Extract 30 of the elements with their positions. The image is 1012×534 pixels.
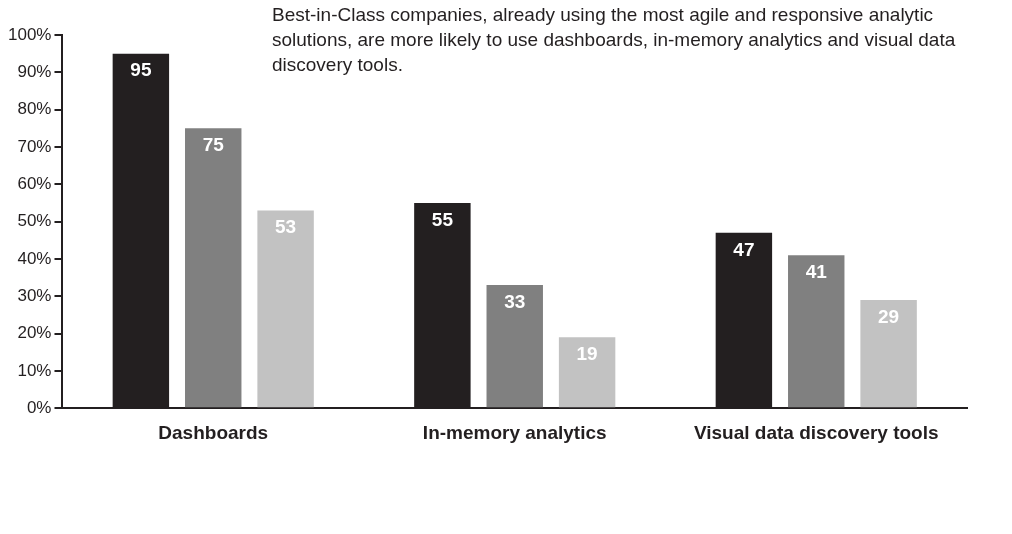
y-tick-label: 20% <box>17 323 52 343</box>
data-label: 95 <box>130 59 152 81</box>
data-label: 33 <box>504 290 526 312</box>
bar <box>486 285 543 408</box>
y-tick-label: 0% <box>26 397 52 417</box>
y-tick-label: 40% <box>17 248 52 268</box>
bar <box>257 210 314 408</box>
y-tick-label: 10% <box>17 360 52 380</box>
bar <box>558 337 616 408</box>
y-tick-label: 70% <box>17 136 52 156</box>
bar <box>185 128 242 408</box>
data-label: 55 <box>431 208 454 230</box>
y-tick-label: 100% <box>8 24 52 44</box>
data-label: 19 <box>576 343 598 365</box>
data-label: 75 <box>202 134 225 156</box>
x-tick-label: Dashboards <box>158 421 269 443</box>
bar <box>860 299 917 408</box>
data-label: 41 <box>805 260 828 282</box>
y-tick-label: 60% <box>17 173 52 193</box>
data-label: 29 <box>878 305 900 327</box>
y-tick-label: 30% <box>17 285 52 305</box>
x-tick-label: In-memory analytics <box>422 421 607 443</box>
bar <box>788 255 845 408</box>
annotation: Best-in-Class companies, already using the most agile and responsive analytic solutions, are more likely to use dashboards, in-memory analytics and visual data discovery tools. <box>272 3 957 77</box>
data-label: 47 <box>733 238 755 260</box>
y-tick-label: 80% <box>17 99 52 119</box>
data-label: 53 <box>275 216 297 238</box>
y-tick-label: 90% <box>17 62 52 82</box>
y-tick-label: 50% <box>17 211 52 231</box>
x-tick-label: Visual data discovery tools <box>693 421 939 443</box>
